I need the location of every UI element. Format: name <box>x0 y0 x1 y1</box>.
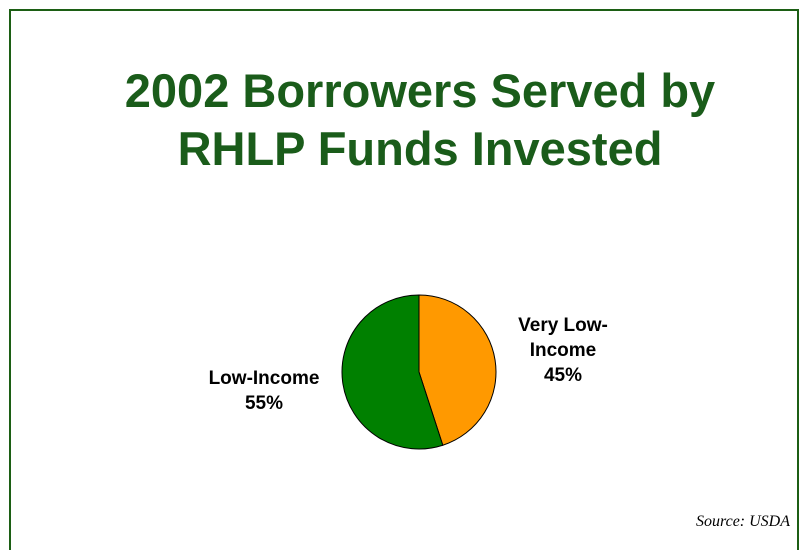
pie-label-very-low-income-line-2: Income <box>529 340 597 361</box>
pie-label-low-income-line-1: Low-Income <box>208 368 320 389</box>
source-note: Source: USDA <box>695 513 790 530</box>
pie-slice-low-income <box>341 294 444 450</box>
pie-label-very-low-income-line-1: Very Low- <box>518 315 608 336</box>
pie-slice-very-low-income <box>418 294 497 446</box>
pie-label-very-low-income: Very Low- Income 45% <box>488 313 638 388</box>
pie-label-low-income-percent: 55% <box>244 393 284 414</box>
slide-title: 2002 Borrowers Served by RHLP Funds Inve… <box>0 62 804 178</box>
slide-title-line-2: RHLP Funds Invested <box>177 122 663 175</box>
pie-label-low-income: Low-Income 55% <box>184 366 344 416</box>
slide-frame <box>9 9 799 550</box>
slide-title-line-1: 2002 Borrowers Served by <box>124 64 716 117</box>
pie-label-very-low-income-percent: 45% <box>543 365 583 386</box>
